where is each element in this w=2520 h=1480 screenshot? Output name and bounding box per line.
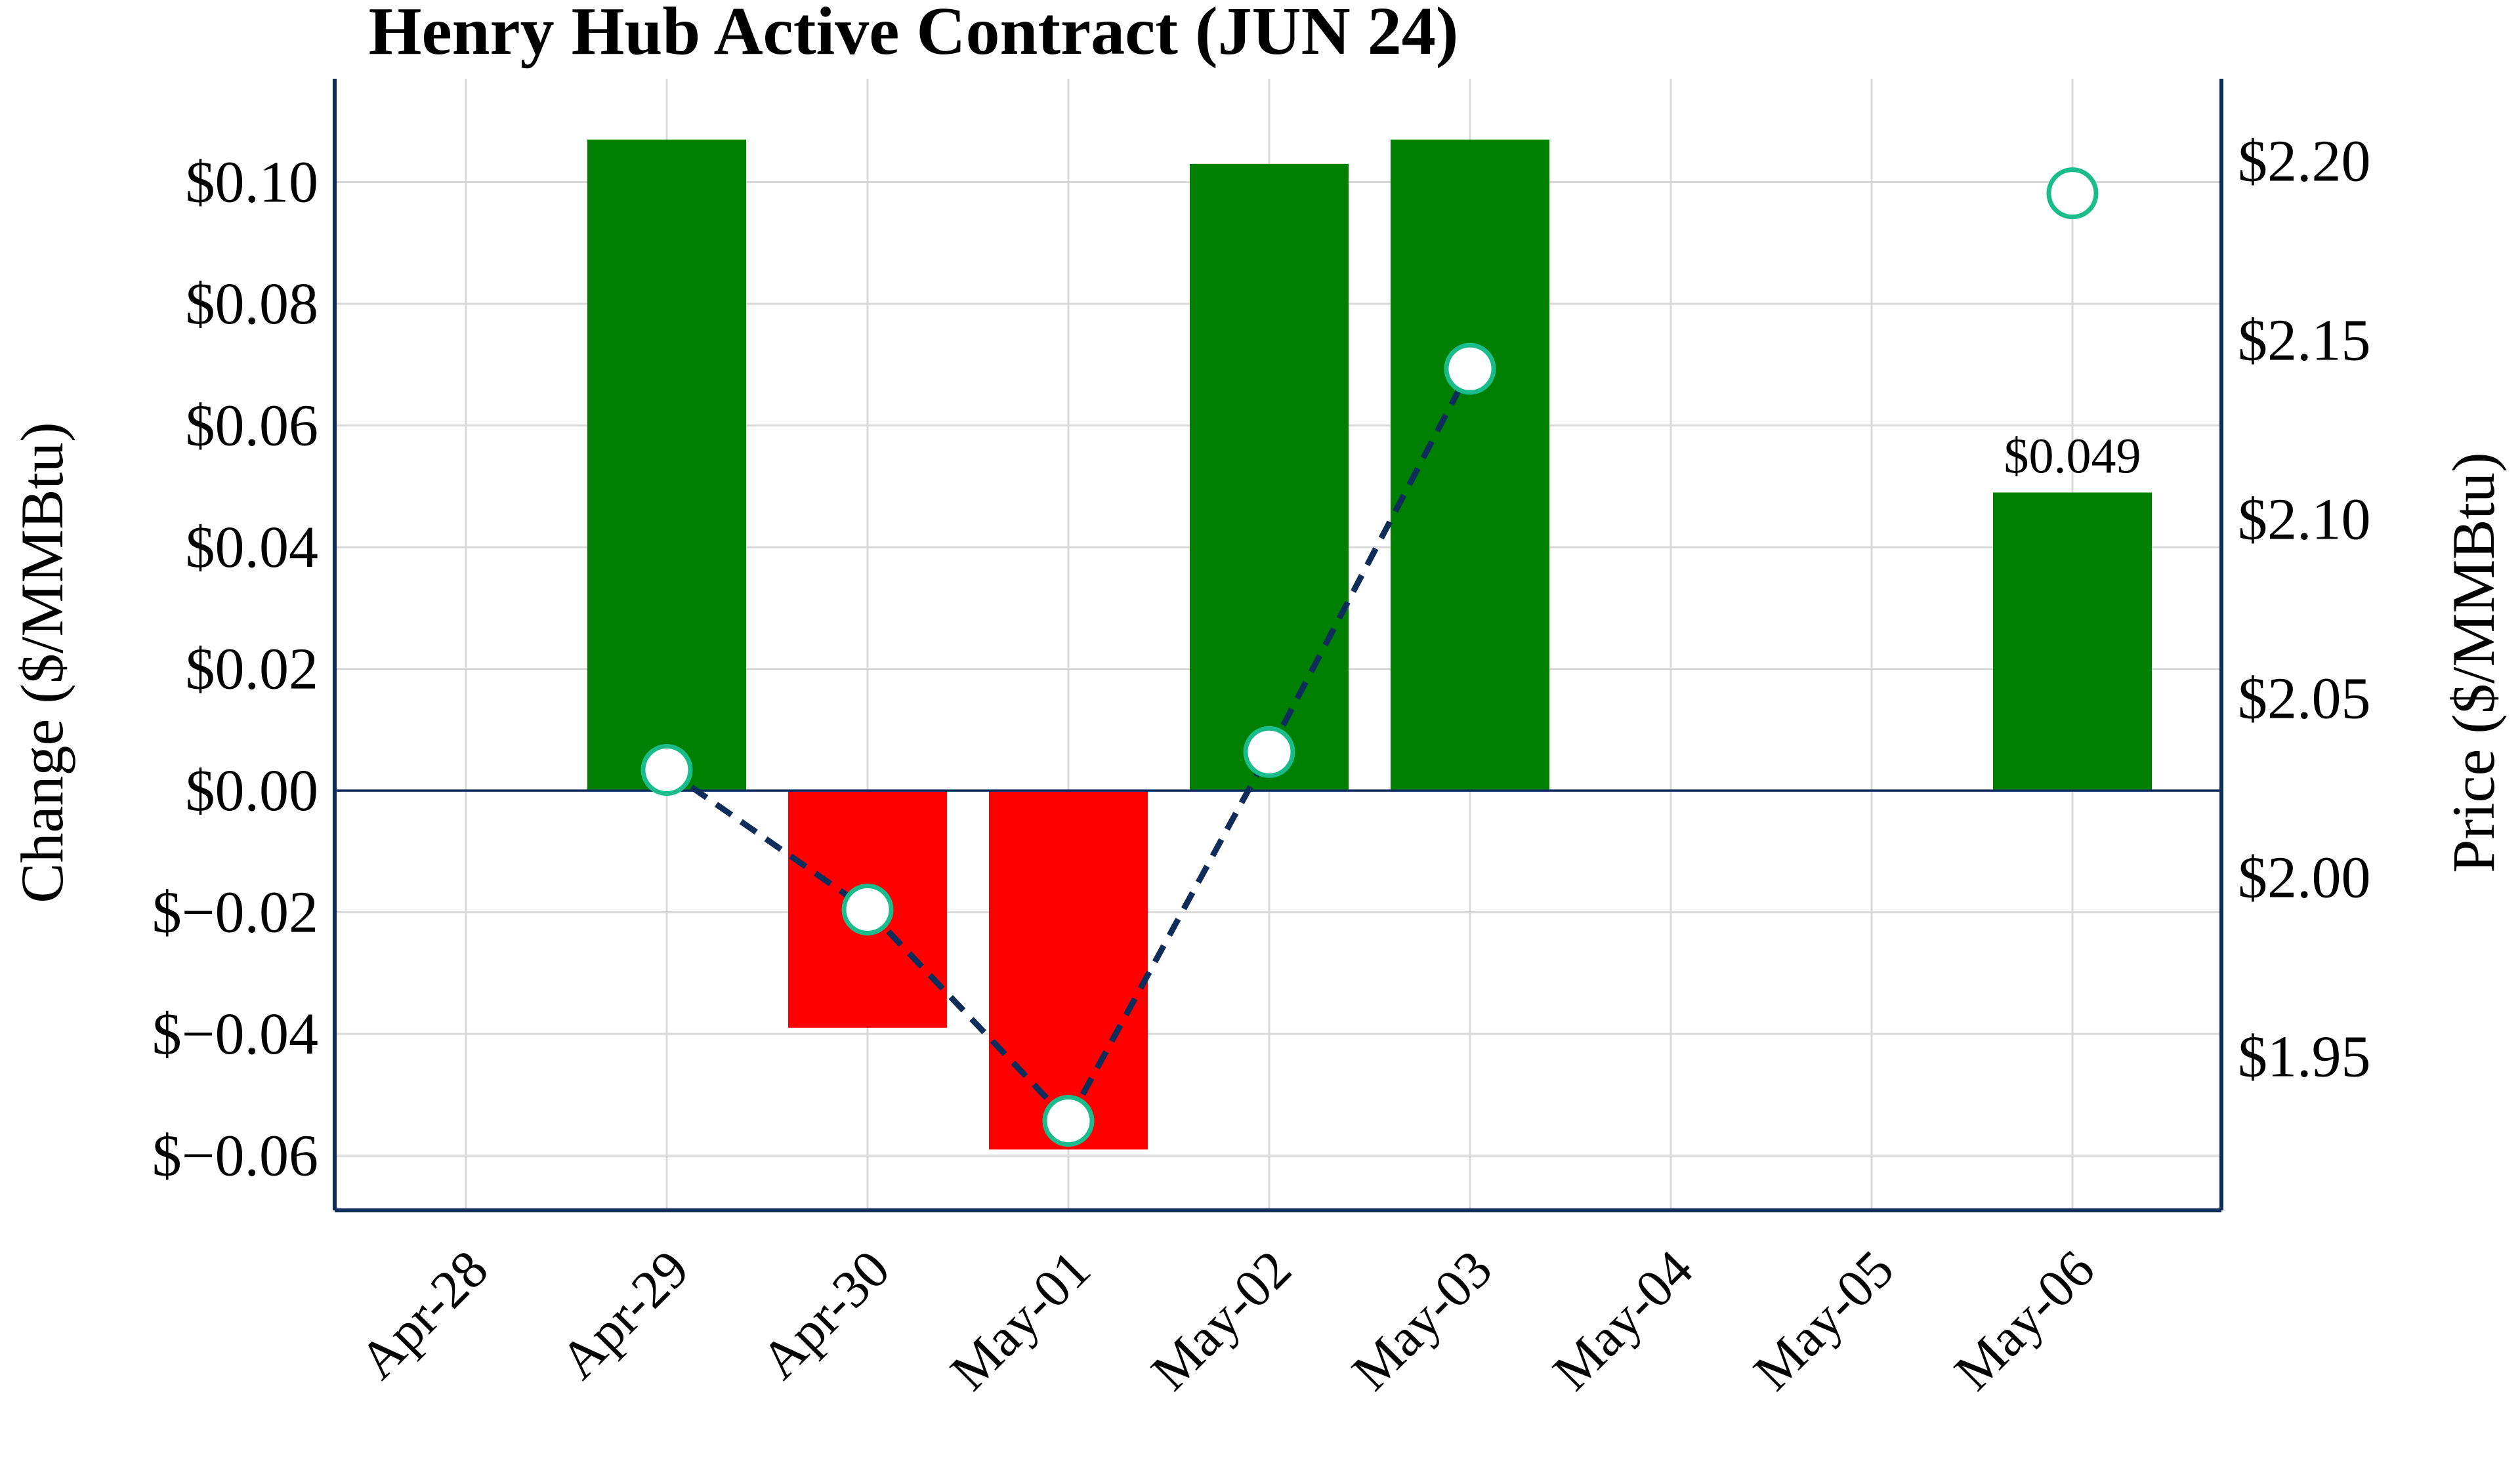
bar: [587, 139, 746, 791]
x-tick-label: May-01: [939, 1239, 1102, 1401]
right-tick-label: $2.15: [2238, 308, 2371, 373]
left-tick-label: $0.06: [186, 394, 319, 459]
annotations: $0.049: [2004, 429, 2141, 484]
bar-series: [587, 139, 2152, 1150]
left-axis-label: Change ($/MMBtu): [9, 422, 75, 903]
right-tick-label: $1.95: [2238, 1024, 2371, 1089]
price-marker: [841, 883, 894, 935]
price-line-segment: [665, 767, 870, 913]
left-tick-label: $−0.06: [152, 1124, 318, 1189]
left-tick-label: $0.02: [186, 637, 319, 702]
price-line-segment: [1267, 367, 1473, 754]
left-tick-label: $0.10: [186, 150, 319, 215]
price-marker: [1444, 342, 1496, 395]
bar: [1391, 139, 1549, 791]
price-line-series: [640, 167, 2099, 1147]
left-tick-label: $0.00: [186, 758, 319, 823]
x-tick-label: May-03: [1341, 1239, 1503, 1401]
bar: [1190, 163, 1349, 791]
x-tick-label: May-06: [1943, 1239, 2106, 1401]
right-tick-label: $2.20: [2238, 129, 2371, 194]
x-tick-label: May-05: [1742, 1239, 1905, 1401]
right-tick-label: $2.00: [2238, 845, 2371, 910]
right-tick-label: $2.10: [2238, 487, 2371, 552]
price-marker: [2046, 167, 2099, 220]
right-tick-label: $2.05: [2238, 666, 2371, 731]
x-tick-label: May-02: [1140, 1239, 1303, 1401]
axes: [333, 79, 2223, 1212]
left-tick-label: $0.08: [186, 272, 319, 337]
bar: [1993, 492, 2152, 791]
right-axis-label: Price ($/MMBtu): [2440, 452, 2507, 873]
x-tick-label: May-04: [1542, 1239, 1704, 1401]
bar-value-label: $0.049: [2004, 429, 2141, 484]
left-tick-label: $0.04: [186, 515, 319, 580]
bar: [989, 791, 1148, 1150]
price-marker: [1243, 726, 1295, 778]
price-marker: [640, 744, 693, 796]
left-tick-label: $−0.02: [152, 880, 318, 945]
price-line-segment: [1066, 750, 1272, 1122]
left-tick-label: $−0.04: [152, 1002, 318, 1067]
price-line-segment: [865, 907, 1071, 1123]
chart-title: Henry Hub Active Contract (JUN 24): [369, 0, 1459, 69]
price-marker: [1042, 1095, 1095, 1147]
x-tick-label: Apr-28: [348, 1239, 499, 1390]
x-tick-label: Apr-29: [549, 1239, 700, 1390]
x-tick-label: Apr-30: [749, 1239, 901, 1390]
